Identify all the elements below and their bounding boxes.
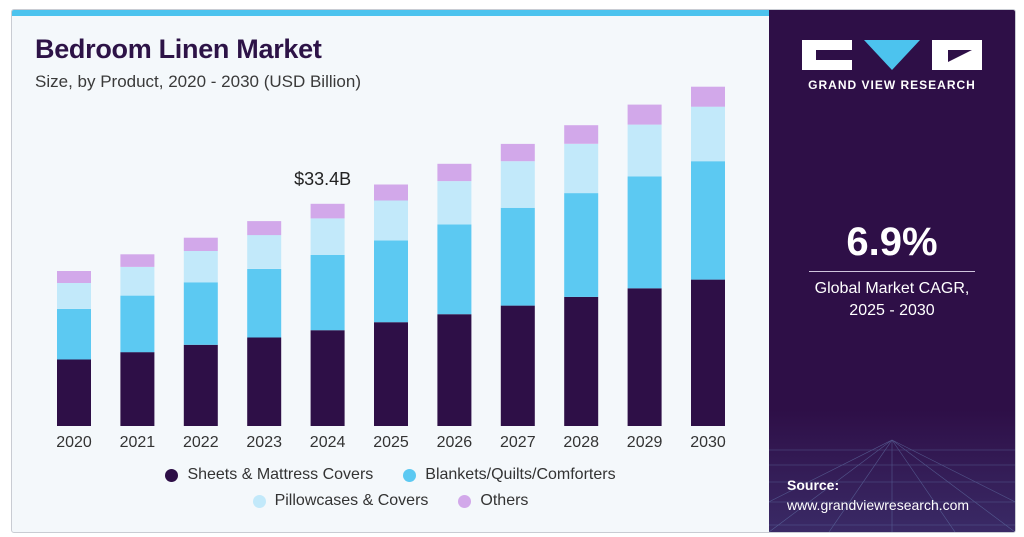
bar-segment-blankets-2021	[120, 295, 155, 353]
bar-segment-others-2020	[57, 271, 91, 283]
legend-item-pillowcases: Pillowcases & Covers	[252, 492, 429, 510]
bar-segment-blankets-2020	[57, 308, 91, 360]
chart-card: Bedroom Linen Market Size, by Product, 2…	[11, 9, 1016, 533]
bar-segment-others-2026	[437, 163, 472, 182]
cagr-value: 6.9%	[846, 220, 938, 264]
legend-item-others: Others	[458, 492, 528, 510]
bar-segment-pillowcases-2028	[564, 143, 599, 194]
x-tick-label: 2029	[627, 434, 663, 451]
chart-panel: Bedroom Linen Market Size, by Product, 2…	[12, 10, 769, 532]
x-axis-ticks: 2020 2021 2022 2023 2024 2025 2026 2027 2028 2029…	[56, 434, 726, 451]
info-panel: GRAND VIEW RESEARCH 6.9% Global Market C…	[769, 10, 1015, 532]
bar-segment-sheets-2027	[500, 305, 535, 426]
bar-segment-others-2023	[247, 221, 282, 236]
x-tick-label: 2026	[437, 434, 473, 451]
bar-segment-others-2021	[120, 254, 155, 267]
legend-label: Blankets/Quilts/Comforters	[425, 466, 616, 483]
legend-row-1: Sheets & Mattress Covers Blankets/Quilts…	[12, 466, 769, 484]
x-tick-label: 2027	[500, 434, 536, 451]
bar-segment-others-2029	[627, 104, 662, 125]
bar-segment-blankets-2024	[310, 255, 345, 331]
chart-subtitle: Size, by Product, 2020 - 2030 (USD Billi…	[35, 72, 361, 91]
bar-segment-pillowcases-2026	[437, 181, 472, 225]
decorative-grid	[769, 410, 1015, 532]
bar-segment-blankets-2027	[500, 207, 535, 306]
source-note: Source: www.grandviewresearch.com	[787, 475, 969, 515]
bar-segment-others-2022	[183, 237, 218, 251]
bar-segment-blankets-2022	[183, 282, 218, 345]
x-tick-label: 2023	[246, 434, 282, 451]
bar-segment-blankets-2026	[437, 224, 472, 315]
source-url[interactable]: www.grandviewresearch.com	[787, 497, 970, 513]
bar-segment-sheets-2024	[310, 330, 345, 426]
legend-dot	[252, 494, 266, 508]
x-tick-label: 2025	[373, 434, 409, 451]
grand-view-research-logo	[802, 40, 982, 70]
x-tick-label: 2024	[310, 434, 346, 451]
source-label: Source:	[787, 477, 840, 493]
bar-segment-sheets-2023	[247, 337, 282, 426]
cagr-label-line2: 2025 - 2030	[849, 302, 935, 319]
legend-dot	[458, 494, 472, 508]
bar-segment-sheets-2020	[57, 359, 91, 426]
accent-bar	[12, 10, 769, 16]
x-tick-label: 2030	[690, 434, 726, 451]
value-annotation: $33.4B	[294, 169, 351, 189]
cagr-label-line1: Global Market CAGR,	[814, 280, 970, 297]
legend-dot	[403, 468, 417, 482]
cagr-label: Global Market CAGR, 2025 - 2030	[769, 278, 1015, 322]
bar-segment-pillowcases-2025	[374, 200, 408, 241]
bar-segment-pillowcases-2020	[57, 282, 91, 309]
bar-segment-pillowcases-2029	[627, 124, 662, 177]
stacked-bar-chart: 2020 2021 2022 2023 2024 2025 2026 2027 2028 2029…	[56, 86, 726, 451]
bar-segment-blankets-2025	[374, 240, 408, 323]
bar-segment-others-2025	[374, 184, 408, 201]
bar-segment-sheets-2025	[374, 322, 408, 426]
bar-segment-sheets-2030	[691, 279, 725, 426]
legend-label: Others	[480, 492, 529, 509]
legend-item-blankets: Blankets/Quilts/Comforters	[403, 466, 616, 484]
legend-label: Sheets & Mattress Covers	[187, 466, 374, 483]
bar-segment-sheets-2029	[627, 288, 662, 426]
bar-segment-blankets-2029	[627, 176, 662, 289]
legend-row-2: Pillowcases & Covers Others	[12, 492, 769, 510]
bar-segment-blankets-2028	[564, 193, 599, 297]
bar-segment-blankets-2030	[691, 161, 725, 280]
bar-segment-sheets-2028	[564, 296, 599, 426]
x-tick-label: 2020	[56, 434, 92, 451]
x-tick-label: 2022	[183, 434, 219, 451]
bars-group	[57, 86, 725, 426]
bar-segment-pillowcases-2024	[310, 218, 345, 255]
legend-item-sheets: Sheets & Mattress Covers	[165, 466, 373, 484]
legend-dot	[165, 468, 179, 482]
bar-segment-sheets-2026	[437, 314, 472, 426]
bar-segment-blankets-2023	[247, 269, 282, 338]
bar-segment-sheets-2021	[120, 352, 155, 426]
bar-segment-pillowcases-2030	[691, 106, 725, 162]
bar-segment-others-2028	[564, 125, 599, 144]
bar-segment-pillowcases-2022	[183, 251, 218, 283]
legend-label: Pillowcases & Covers	[274, 492, 429, 509]
bar-segment-others-2027	[500, 143, 535, 162]
divider	[809, 271, 975, 272]
bar-segment-sheets-2022	[183, 344, 218, 426]
bar-segment-pillowcases-2021	[120, 267, 155, 296]
bar-segment-others-2030	[691, 86, 725, 107]
bar-segment-others-2024	[310, 203, 345, 219]
x-tick-label: 2021	[120, 434, 156, 451]
chart-title: Bedroom Linen Market	[35, 34, 322, 64]
bar-segment-pillowcases-2027	[500, 161, 535, 208]
x-tick-label: 2028	[563, 434, 599, 451]
bar-segment-pillowcases-2023	[247, 235, 282, 269]
brand-name: GRAND VIEW RESEARCH	[808, 78, 976, 92]
